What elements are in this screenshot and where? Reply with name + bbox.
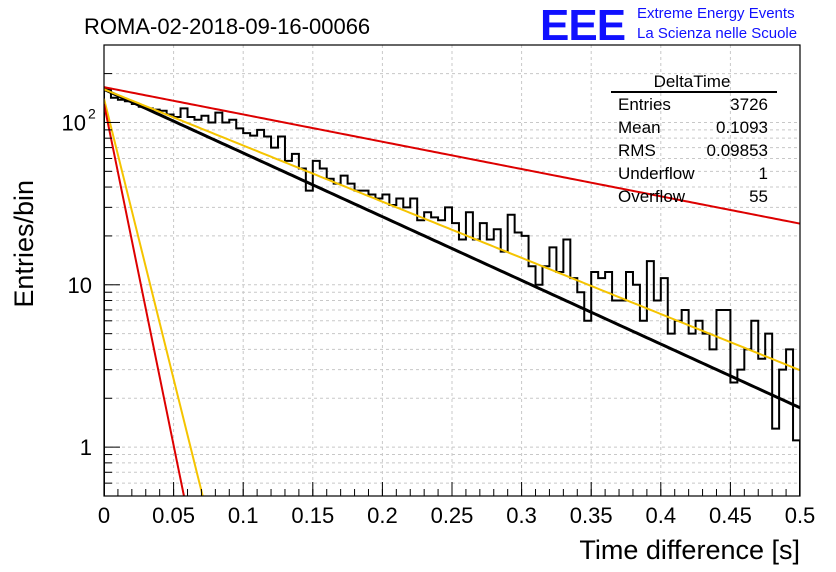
fit-curves	[104, 86, 800, 496]
stat-value-entries: 3726	[730, 95, 768, 114]
y-axis-title: Entries/bin	[9, 180, 39, 308]
y-tick-label: 10	[62, 110, 86, 135]
x-tick-label: 0.1	[228, 503, 259, 528]
chart-title: ROMA-02-2018-09-16-00066	[84, 14, 370, 39]
stat-label-mean: Mean	[618, 118, 661, 137]
x-tick-label: 0.05	[152, 503, 195, 528]
stat-label-underflow: Underflow	[618, 164, 695, 183]
eee-logo: EEE Extreme Energy Events La Scienza nel…	[540, 1, 797, 50]
grid-lines	[104, 44, 800, 497]
stat-label-overflow: Overflow	[618, 187, 686, 206]
x-tick-label: 0.3	[506, 503, 537, 528]
x-tick-labels: 0 0.05 0.1 0.15 0.2 0.25 0.3 0.35 0.4 0.45 0.5	[98, 503, 815, 528]
fit-curve-3	[104, 86, 800, 225]
fit-curve-2	[104, 88, 800, 372]
y-tick-label: 1	[80, 435, 92, 460]
logo-mark: EEE	[540, 1, 625, 50]
stats-title: DeltaTime	[654, 72, 731, 91]
x-axis-title: Time difference [s]	[579, 535, 800, 565]
x-tick-label: 0.2	[367, 503, 398, 528]
x-tick-label: 0.5	[785, 503, 816, 528]
fit-curve-4	[104, 98, 204, 496]
x-tick-label: 0.15	[291, 503, 334, 528]
plot-area	[104, 86, 800, 496]
x-tick-label: 0	[98, 503, 110, 528]
y-tick-exponent: 2	[88, 105, 96, 121]
stats-box: DeltaTime Entries 3726 Mean 0.1093 RMS 0…	[611, 72, 777, 206]
stat-value-rms: 0.09853	[707, 141, 768, 160]
logo-tagline-2: La Scienza nelle Scuole	[637, 25, 797, 42]
x-tick-label: 0.4	[646, 503, 677, 528]
stat-value-overflow: 55	[749, 187, 768, 206]
x-tick-label: 0.35	[570, 503, 613, 528]
stat-value-mean: 0.1093	[716, 118, 768, 137]
x-tick-label: 0.45	[709, 503, 752, 528]
fit-curve-1	[104, 87, 800, 410]
stat-label-rms: RMS	[618, 141, 656, 160]
stat-label-entries: Entries	[618, 95, 671, 114]
logo-tagline-1: Extreme Energy Events	[637, 5, 795, 22]
y-tick-label: 10	[68, 273, 92, 298]
stat-value-underflow: 1	[759, 164, 768, 183]
fit-curve-5	[104, 103, 185, 496]
axis-ticks	[103, 44, 801, 497]
histogram-bars	[104, 88, 800, 496]
x-tick-label: 0.25	[431, 503, 474, 528]
